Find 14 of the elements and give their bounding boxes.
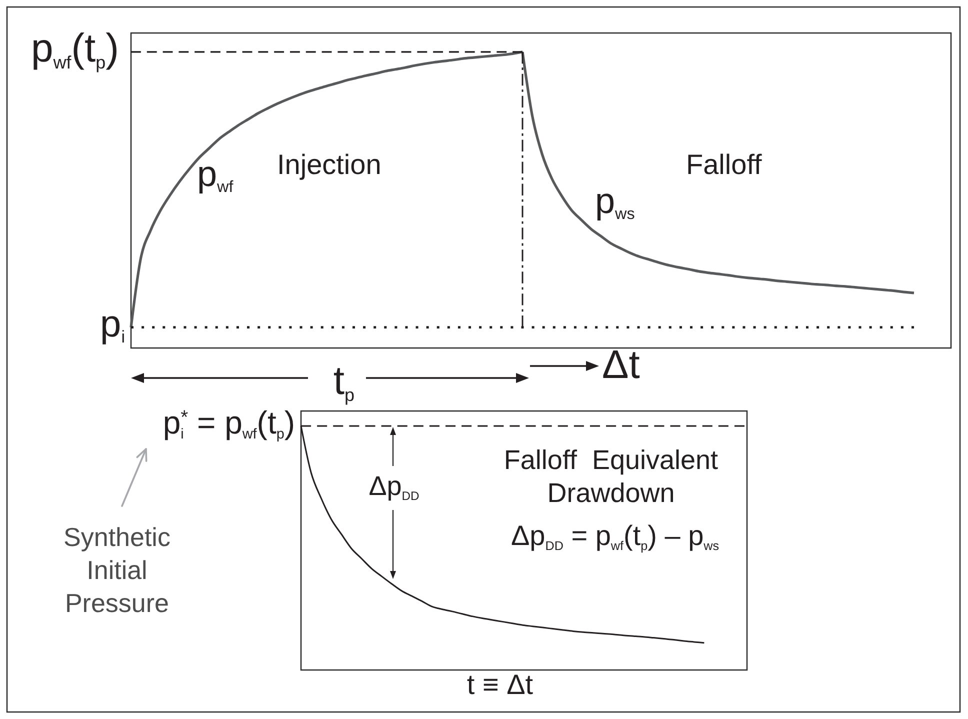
annotation: Falloff Equivalent Drawdown	[504, 445, 719, 508]
text: t$_{p}$	[333, 359, 355, 405]
annotation: Δp$_{DD}$ = p$_{wf}$(t$_{p}$) – p$_{ws}$	[510, 520, 720, 553]
text: Synthetic Initial Pressure	[64, 522, 170, 618]
series-label: p$_{ws}$	[595, 180, 635, 224]
annotation: Falloff	[686, 149, 762, 180]
series-label: p$_{i}$	[100, 303, 125, 347]
annotation: Injection	[277, 149, 382, 180]
x-axis-title: t ≡ Δt	[466, 669, 534, 700]
series-label: p$_{i}$$^{*}$ = p$_{wf}$(t$_{p}$)	[162, 404, 295, 444]
series-label: p$_{wf}$(t$_{p}$)	[30, 26, 119, 72]
series-label: p$_{wf}$	[197, 153, 234, 196]
annotation: Δt	[602, 343, 640, 387]
annotation: Δp$_{DD}$	[368, 471, 420, 503]
